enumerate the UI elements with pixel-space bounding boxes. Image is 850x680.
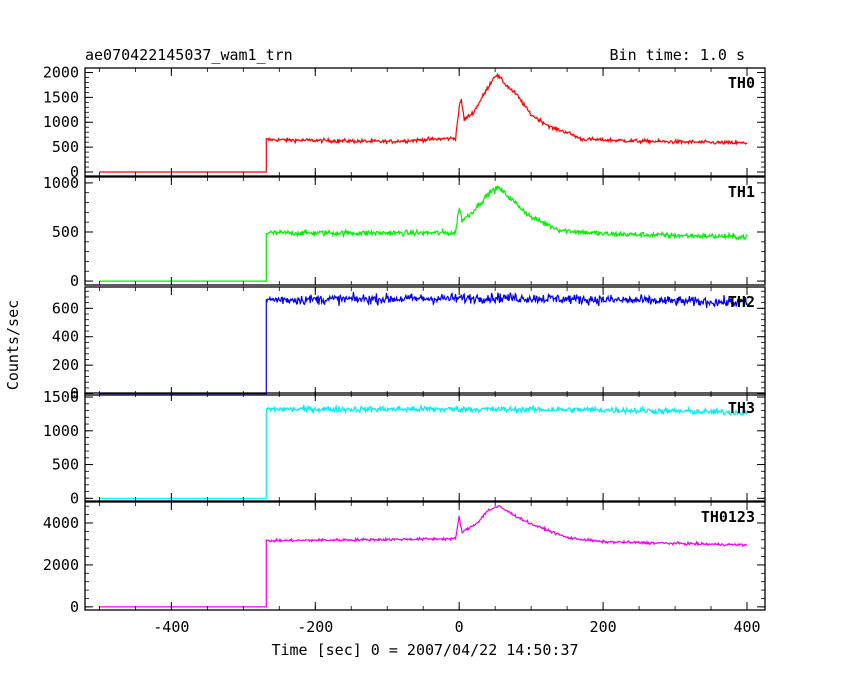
channel-label-th1: TH1	[728, 183, 755, 201]
x-axis: -400 -200 0 200 400	[153, 618, 760, 636]
y-tick-label: 1000	[43, 174, 79, 192]
x-tick-label: -200	[297, 618, 333, 636]
bin-time-label: Bin time: 1.0 s	[610, 46, 745, 64]
y-tick-label: 500	[52, 456, 79, 474]
y-tick-label: 200	[52, 356, 79, 374]
x-tick-label: 0	[455, 618, 464, 636]
y-tick-label: 1500	[43, 88, 79, 106]
y-tick-label: 600	[52, 299, 79, 317]
x-axis-label: Time [sec] 0 = 2007/04/22 14:50:37	[271, 641, 578, 659]
channel-label-th3: TH3	[728, 399, 755, 417]
series-line-th1	[99, 184, 748, 282]
panels-group: 0 500 1000 1500 2000 TH0 0 500 1000 TH1 0 200 400 600…	[43, 63, 766, 616]
panel-th3: 0 500 1000 1500 TH3	[43, 388, 766, 507]
series-line-th3	[99, 403, 748, 499]
y-tick-label: 500	[52, 223, 79, 241]
panel-th0: 0 500 1000 1500 2000 TH0	[43, 63, 766, 181]
y-tick-label: 0	[70, 385, 79, 403]
y-tick-label: 1000	[43, 422, 79, 440]
y-tick-label: 4000	[43, 514, 79, 532]
panel-th2: 0 200 400 600 TH2	[52, 286, 766, 403]
channel-label-th0: TH0	[728, 74, 755, 92]
y-tick-label: 500	[52, 138, 79, 156]
panel-frame	[84, 392, 766, 502]
y-tick-label: 0	[70, 163, 79, 181]
y-tick-label: 1500	[43, 388, 79, 406]
panel-th0123: 0 2000 4000 TH0123	[43, 501, 766, 616]
y-tick-label: 0	[70, 489, 79, 507]
panel-th1: 0 500 1000 TH1	[43, 174, 766, 290]
y-tick-label: 2000	[43, 63, 79, 81]
panel-frame	[84, 286, 766, 396]
x-tick-label: -400	[153, 618, 189, 636]
x-tick-label: 200	[590, 618, 617, 636]
y-tick-label: 2000	[43, 556, 79, 574]
channel-label-th2: TH2	[728, 293, 755, 311]
channel-label-th0123: TH0123	[701, 508, 755, 526]
x-tick-label: 400	[733, 618, 760, 636]
series-line-th2	[99, 291, 748, 395]
series-line-th0	[99, 72, 748, 173]
y-tick-label: 400	[52, 328, 79, 346]
y-tick-label: 0	[70, 598, 79, 616]
series-line-th0123	[99, 505, 748, 608]
y-tick-label: 0	[70, 272, 79, 290]
y-tick-label: 1000	[43, 113, 79, 131]
chart-title: ae070422145037_wam1_trn	[85, 46, 293, 64]
panel-frame	[84, 67, 766, 177]
panel-frame	[84, 176, 766, 286]
panel-frame	[84, 501, 766, 611]
y-axis-label: Counts/sec	[4, 300, 22, 390]
